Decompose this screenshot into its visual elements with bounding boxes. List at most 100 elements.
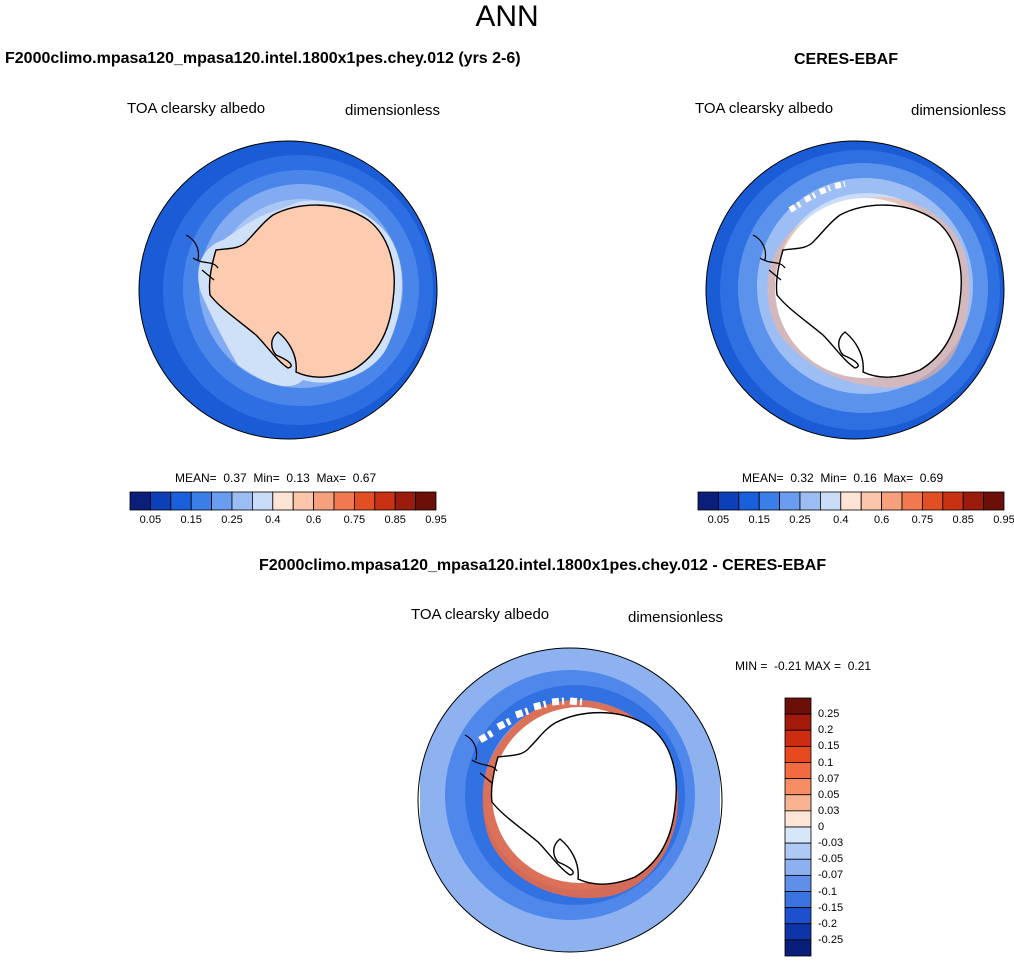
colorbar-tick-label: 0.4: [265, 514, 281, 526]
colorbar-swatch: [784, 858, 812, 876]
colorbar-swatch: [784, 713, 812, 731]
colorbar-swatch: [784, 874, 812, 892]
colorbar-swatch: [784, 729, 812, 747]
colorbar-swatch: [394, 491, 417, 511]
colorbar-swatch: [784, 697, 812, 715]
panel-model-colorbar: [129, 491, 437, 511]
colorbar-swatch: [272, 491, 294, 511]
panel-obs-map: [705, 140, 1005, 440]
panel-model-units: dimensionless: [345, 102, 441, 119]
colorbar-tick-label: 0.15: [818, 740, 840, 753]
colorbar-swatch: [292, 491, 314, 511]
colorbar-tick-label: -0.15: [818, 901, 844, 914]
colorbar-tick-label: 0.95: [993, 514, 1014, 526]
colorbar-swatch: [784, 842, 812, 860]
colorbar-tick-label: 0.05: [139, 514, 162, 526]
colorbar-tick-label: -0.2: [818, 917, 837, 930]
colorbar-swatch: [129, 491, 151, 511]
colorbar-swatch: [784, 745, 812, 763]
colorbar-swatch: [758, 491, 781, 511]
colorbar-swatch: [901, 491, 923, 511]
colorbar-swatch: [921, 491, 944, 511]
colorbar-tick-label: -0.25: [818, 933, 844, 946]
panel-diff-stats: MIN = -0.21 MAX = 0.21: [735, 659, 872, 673]
colorbar-tick-label: 0.07: [818, 772, 840, 785]
colorbar-tick-label: 0.6: [305, 514, 322, 526]
panel-model-variable: TOA clearsky albedo: [127, 100, 266, 117]
colorbar-tick-label: 0.75: [343, 514, 366, 526]
antarctica-outline: [208, 204, 395, 378]
colorbar-swatch: [333, 491, 355, 511]
panel-diff-colorbar-ticks: 0.25 0.2 0.15 0.1 0.07 0.05 0.03 0 -0.03 -0.05 -0.…: [818, 698, 858, 956]
colorbar-tick-label: 0.25: [221, 514, 243, 526]
colorbar-swatch: [840, 491, 862, 511]
panel-diff-variable: TOA clearsky albedo: [411, 606, 550, 623]
colorbar-tick-label: 0.85: [952, 514, 974, 526]
colorbar-tick-label: -0.1: [818, 885, 837, 898]
figure-title: ANN: [475, 0, 539, 33]
colorbar-swatch: [353, 491, 376, 511]
colorbar-tick-label: 0.1: [818, 756, 834, 769]
colorbar-tick-label: 0.4: [833, 514, 849, 526]
colorbar-tick-label: -0.03: [818, 837, 844, 850]
panel-obs-colorbar: [697, 491, 1005, 511]
panel-obs-units: dimensionless: [911, 102, 1007, 119]
colorbar-tick-label: 0.15: [180, 514, 202, 526]
colorbar-tick-label: -0.05: [818, 853, 844, 866]
panel-obs-colorbar-ticks: 0.05 0.15 0.25 0.4 0.6 0.75 0.85 0.95: [698, 514, 1014, 528]
panel-diff-title: F2000climo.mpasa120_mpasa120.intel.1800x…: [259, 557, 827, 574]
colorbar-swatch: [697, 491, 719, 511]
panel-model-map: [138, 140, 438, 440]
panel-model-title: F2000climo.mpasa120_mpasa120.intel.1800x…: [5, 50, 521, 67]
colorbar-swatch: [784, 810, 812, 828]
colorbar-swatch: [211, 491, 233, 511]
panel-obs-title: CERES-EBAF: [794, 51, 899, 68]
colorbar-swatch: [881, 491, 903, 511]
colorbar-swatch: [860, 491, 882, 511]
colorbar-swatch: [962, 491, 985, 511]
antarctica-outline: [490, 711, 677, 885]
colorbar-tick-label: 0.6: [873, 514, 890, 526]
colorbar-swatch: [784, 907, 812, 925]
panel-diff-units: dimensionless: [628, 609, 724, 626]
antarctica-outline: [775, 204, 962, 378]
colorbar-swatch: [784, 939, 812, 957]
colorbar-swatch: [415, 491, 437, 511]
panel-obs-stats: MEAN= 0.32 Min= 0.16 Max= 0.69: [742, 471, 944, 485]
panel-model-stats: MEAN= 0.37 Min= 0.13 Max= 0.67: [175, 471, 377, 485]
colorbar-swatch: [784, 891, 812, 909]
colorbar-tick-label: 0.05: [707, 514, 730, 526]
colorbar-tick-label: 0.75: [911, 514, 934, 526]
colorbar-tick-label: 0.25: [818, 708, 840, 721]
colorbar-swatch: [784, 762, 812, 780]
panel-diff-colorbar: [784, 697, 812, 957]
colorbar-swatch: [231, 491, 253, 511]
colorbar-tick-label: 0.85: [384, 514, 406, 526]
colorbar-swatch: [149, 491, 172, 511]
panel-obs-variable: TOA clearsky albedo: [695, 100, 834, 117]
colorbar-tick-label: 0.2: [818, 724, 834, 737]
colorbar-swatch: [779, 491, 801, 511]
colorbar-swatch: [190, 491, 213, 511]
colorbar-swatch: [313, 491, 335, 511]
colorbar-swatch: [820, 491, 842, 511]
colorbar-tick-label: 0: [818, 821, 825, 833]
panel-diff-map: [417, 647, 723, 953]
colorbar-swatch: [784, 794, 812, 812]
colorbar-tick-label: 0.25: [789, 514, 811, 526]
colorbar-tick-label: 0.95: [425, 514, 447, 526]
colorbar-tick-label: 0.15: [748, 514, 770, 526]
colorbar-swatch: [252, 491, 274, 511]
colorbar-tick-label: 0.05: [818, 788, 840, 801]
colorbar-swatch: [374, 491, 396, 511]
colorbar-swatch: [717, 491, 740, 511]
panel-model-colorbar-ticks: 0.05 0.15 0.25 0.4 0.6 0.75 0.85 0.95: [130, 514, 447, 528]
colorbar-swatch: [784, 826, 812, 844]
colorbar-swatch: [942, 491, 964, 511]
colorbar-swatch: [784, 778, 812, 796]
colorbar-swatch: [983, 491, 1005, 511]
colorbar-swatch: [170, 491, 192, 511]
colorbar-swatch: [799, 491, 821, 511]
colorbar-tick-label: 0.03: [818, 804, 840, 817]
colorbar-tick-label: -0.07: [818, 869, 844, 882]
